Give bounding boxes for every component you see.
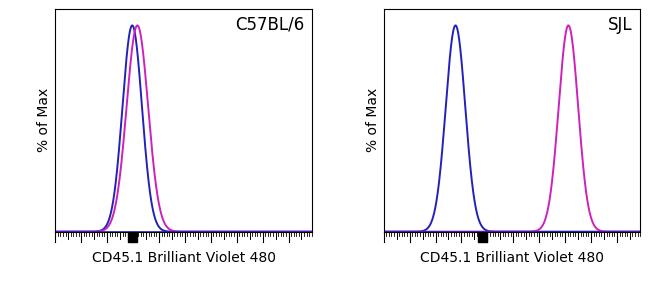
X-axis label: CD45.1 Brilliant Violet 480: CD45.1 Brilliant Violet 480	[92, 251, 276, 265]
Y-axis label: % of Max: % of Max	[365, 88, 380, 152]
Y-axis label: % of Max: % of Max	[37, 88, 51, 152]
Text: SJL: SJL	[608, 16, 632, 34]
Text: C57BL/6: C57BL/6	[235, 16, 304, 34]
X-axis label: CD45.1 Brilliant Violet 480: CD45.1 Brilliant Violet 480	[420, 251, 604, 265]
